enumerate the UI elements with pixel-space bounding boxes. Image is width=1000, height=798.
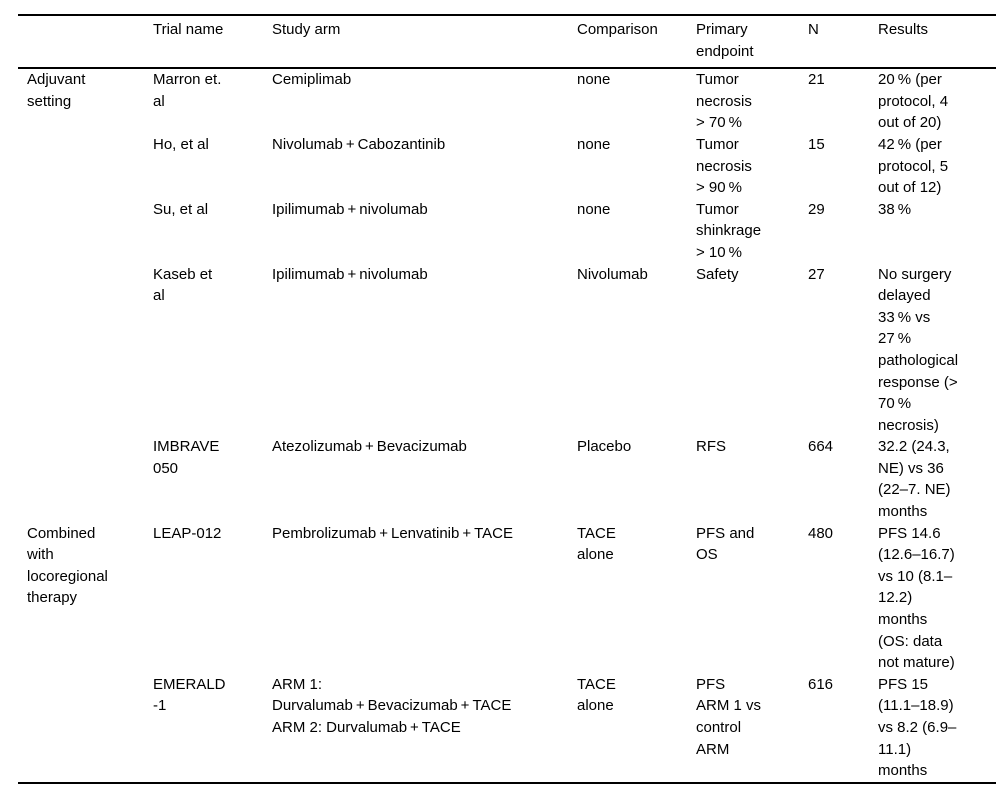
table-body: Adjuvant setting Marron et. al Cemiplima… bbox=[18, 68, 996, 783]
table-row: EMERALD -1 ARM 1: Durvalumab + Bevacizum… bbox=[18, 674, 996, 783]
setting-cell bbox=[18, 264, 153, 437]
table-row: Ho, et al Nivolumab + Cabozantinib none … bbox=[18, 134, 996, 199]
n-cell: 664 bbox=[808, 438, 834, 456]
trial-name-cell: Su, et al bbox=[153, 200, 209, 218]
study-arm-cell: Nivolumab + Cabozantinib bbox=[272, 135, 446, 153]
n-cell: 480 bbox=[808, 524, 834, 542]
comparison-cell: Nivolumab bbox=[577, 265, 648, 283]
study-arm-cell: Pembrolizumab + Lenvatinib + TACE bbox=[272, 524, 514, 542]
trial-name-cell: EMERALD -1 bbox=[153, 675, 226, 715]
table-row: Kaseb et al Ipilimumab + nivolumab Nivol… bbox=[18, 264, 996, 437]
results-cell: 42 % (per protocol, 5 out of 12) bbox=[878, 135, 949, 197]
study-arm-cell: Ipilimumab + nivolumab bbox=[272, 200, 428, 218]
trial-name-cell: LEAP-012 bbox=[153, 524, 222, 542]
comparison-cell: none bbox=[577, 71, 611, 89]
primary-endpoint-cell: Safety bbox=[696, 265, 739, 283]
table-header: Trial name Study arm Comparison Primary … bbox=[18, 15, 996, 69]
header-row: Trial name Study arm Comparison Primary … bbox=[18, 15, 996, 69]
primary-endpoint-cell: Tumor shinkrage > 10 % bbox=[696, 200, 762, 261]
trial-name-cell: Ho, et al bbox=[153, 135, 209, 153]
setting-cell bbox=[18, 674, 153, 783]
setting-cell: Adjuvant setting bbox=[27, 71, 86, 110]
col-header-n: N bbox=[808, 21, 819, 38]
col-header-comparison: Comparison bbox=[577, 21, 658, 38]
study-arm-cell: Cemiplimab bbox=[272, 71, 352, 89]
col-header-trial-name: Trial name bbox=[153, 21, 224, 38]
table-row: IMBRAVE 050 Atezolizumab + Bevacizumab P… bbox=[18, 436, 996, 522]
results-cell: No surgery delayed 33 % vs 27 % patholog… bbox=[878, 265, 959, 434]
n-cell: 15 bbox=[808, 135, 825, 153]
setting-cell bbox=[18, 199, 153, 264]
col-header-results: Results bbox=[878, 21, 929, 38]
n-cell: 21 bbox=[808, 71, 825, 89]
clinical-trials-table: Trial name Study arm Comparison Primary … bbox=[18, 14, 996, 784]
comparison-cell: TACE alone bbox=[577, 524, 616, 564]
results-cell: PFS 15 (11.1–18.9) vs 8.2 (6.9– 11.1) mo… bbox=[878, 675, 957, 780]
trial-name-cell: Kaseb et al bbox=[153, 265, 213, 305]
col-header-setting bbox=[18, 15, 153, 68]
comparison-cell: none bbox=[577, 135, 611, 153]
study-arm-cell: Atezolizumab + Bevacizumab bbox=[272, 438, 467, 456]
results-cell: 20 % (per protocol, 4 out of 20) bbox=[878, 71, 949, 132]
results-cell: PFS 14.6 (12.6–16.7) vs 10 (8.1– 12.2) m… bbox=[878, 524, 955, 672]
n-cell: 29 bbox=[808, 200, 825, 218]
setting-cell: Combined with locoregional therapy bbox=[27, 524, 108, 607]
col-header-primary-endpoint: Primary endpoint bbox=[696, 21, 754, 60]
primary-endpoint-cell: Tumor necrosis > 70 % bbox=[696, 71, 752, 132]
results-cell: 32.2 (24.3, NE) vs 36 (22–7. NE) months bbox=[878, 438, 951, 521]
comparison-cell: Placebo bbox=[577, 438, 632, 456]
primary-endpoint-cell: PFS ARM 1 vs control ARM bbox=[696, 675, 762, 758]
trial-name-cell: IMBRAVE 050 bbox=[153, 438, 220, 477]
table-row: Su, et al Ipilimumab + nivolumab none Tu… bbox=[18, 199, 996, 264]
setting-cell bbox=[18, 134, 153, 199]
col-header-study-arm: Study arm bbox=[272, 21, 341, 38]
comparison-cell: TACE alone bbox=[577, 675, 616, 715]
primary-endpoint-cell: Tumor necrosis > 90 % bbox=[696, 135, 752, 197]
primary-endpoint-cell: RFS bbox=[696, 438, 726, 456]
primary-endpoint-cell: PFS and OS bbox=[696, 524, 755, 564]
n-cell: 27 bbox=[808, 265, 825, 283]
table-row: Combined with locoregional therapy LEAP-… bbox=[18, 523, 996, 674]
setting-cell bbox=[18, 436, 153, 522]
results-cell: 38 % bbox=[878, 200, 912, 218]
table-row: Adjuvant setting Marron et. al Cemiplima… bbox=[18, 68, 996, 134]
n-cell: 616 bbox=[808, 675, 834, 693]
study-arm-cell: ARM 1: Durvalumab + Bevacizumab + TACE A… bbox=[272, 675, 512, 736]
study-arm-cell: Ipilimumab + nivolumab bbox=[272, 265, 428, 283]
trial-name-cell: Marron et. al bbox=[153, 71, 222, 110]
comparison-cell: none bbox=[577, 200, 611, 218]
